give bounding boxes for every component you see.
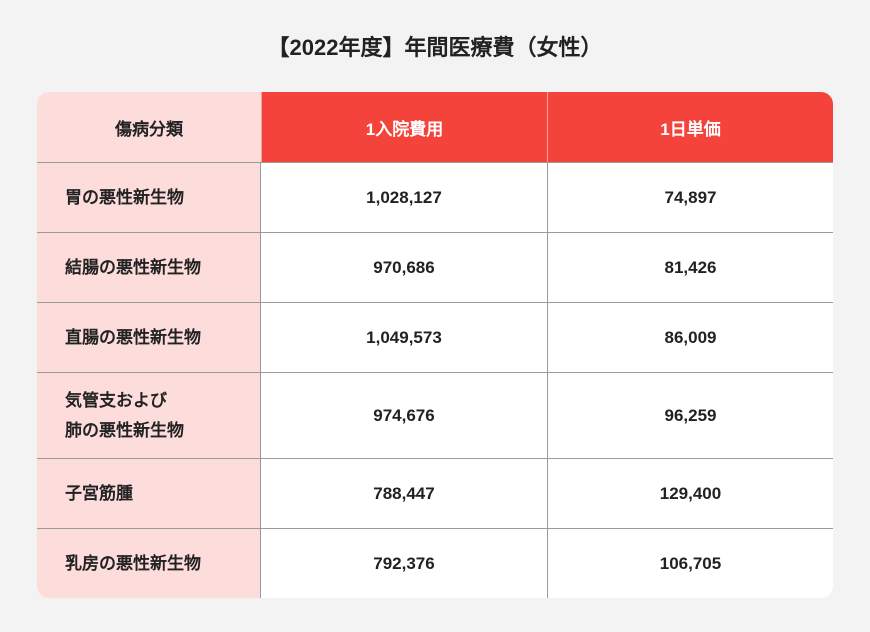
row-label: 子宮筋腫	[37, 458, 261, 528]
cell-value: 81,426	[547, 232, 833, 302]
row-label-line: 気管支および	[65, 390, 167, 410]
cell-value: 129,400	[547, 458, 833, 528]
row-label-lines: 結腸の悪性新生物	[65, 253, 201, 283]
column-header: 1日単価	[547, 92, 833, 162]
row-label-lines: 気管支および 肺の悪性新生物	[65, 386, 184, 446]
cell-value: 974,676	[261, 372, 547, 458]
row-label-line: 結腸の悪性新生物	[65, 257, 201, 277]
title: 【2022年度】年間医療費（女性）	[267, 35, 603, 60]
cell-value: 86,009	[547, 302, 833, 372]
cell-value: 970,686	[261, 232, 547, 302]
cell-value: 74,897	[547, 162, 833, 232]
row-label-line: 胃の悪性新生物	[65, 187, 184, 207]
column-header: 傷病分類	[37, 92, 261, 162]
row-label-line: 直腸の悪性新生物	[65, 327, 201, 347]
cell-value: 1,028,127	[261, 162, 547, 232]
cell-value: 106,705	[547, 528, 833, 598]
column-header: 1入院費用	[261, 92, 547, 162]
row-label: 結腸の悪性新生物	[37, 232, 261, 302]
cell-value: 96,259	[547, 372, 833, 458]
cell-value: 788,447	[261, 458, 547, 528]
row-label-lines: 直腸の悪性新生物	[65, 323, 201, 353]
cell-value: 792,376	[261, 528, 547, 598]
row-label-lines: 乳房の悪性新生物	[65, 549, 201, 579]
row-label: 胃の悪性新生物	[37, 162, 261, 232]
table: 傷病分類 1入院費用 1日単価胃の悪性新生物 1,028,127 74,897 結腸の悪性…	[37, 92, 833, 598]
row-label: 気管支および 肺の悪性新生物	[37, 372, 261, 458]
row-label-line: 肺の悪性新生物	[65, 420, 184, 440]
row-label-lines: 胃の悪性新生物	[65, 183, 184, 213]
row-label: 乳房の悪性新生物	[37, 528, 261, 598]
row-label-lines: 子宮筋腫	[65, 479, 133, 509]
row-label-line: 乳房の悪性新生物	[65, 553, 201, 573]
row-label: 直腸の悪性新生物	[37, 302, 261, 372]
row-label-line: 子宮筋腫	[65, 483, 133, 503]
cell-value: 1,049,573	[261, 302, 547, 372]
